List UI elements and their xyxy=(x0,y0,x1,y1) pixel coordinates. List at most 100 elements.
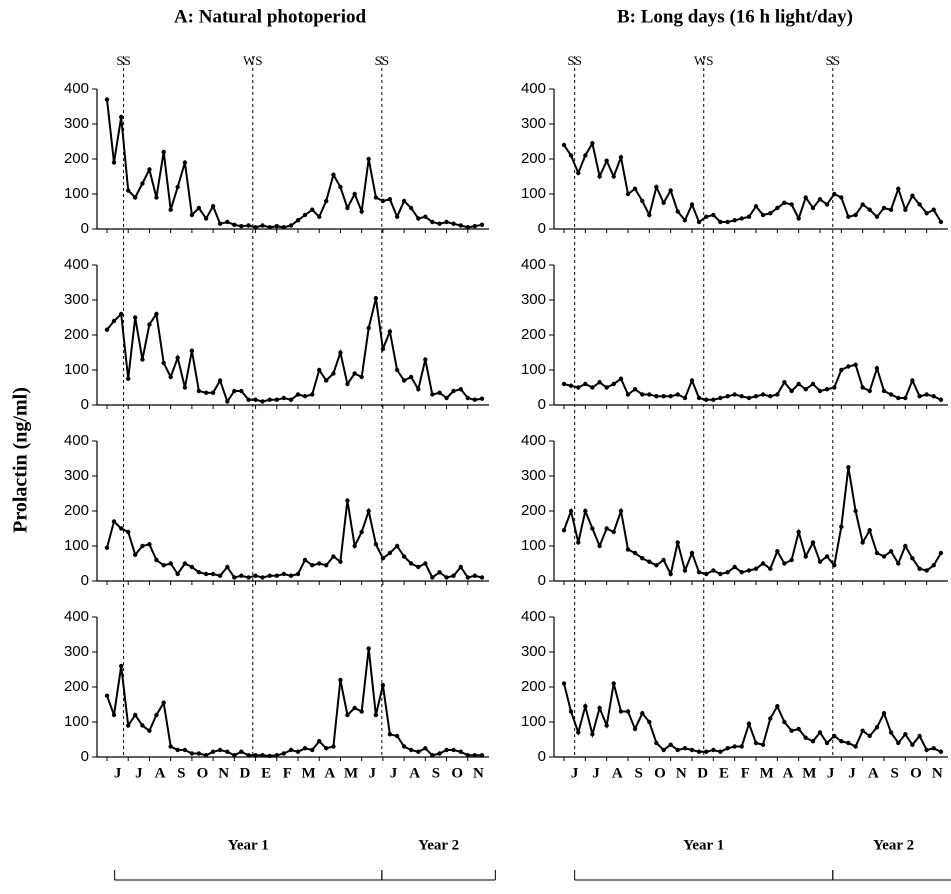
x-tick-label: N xyxy=(218,765,229,781)
year-label: Year 2 xyxy=(873,837,914,853)
data-point xyxy=(210,571,216,577)
data-point xyxy=(803,195,808,200)
data-line xyxy=(563,683,942,753)
data-point xyxy=(704,571,709,577)
data-point xyxy=(924,747,929,753)
data-point xyxy=(696,570,702,575)
data-point xyxy=(647,392,652,397)
data-point xyxy=(682,746,688,751)
data-point xyxy=(803,554,808,559)
data-point xyxy=(867,207,872,212)
data-point xyxy=(338,184,343,190)
data-point xyxy=(590,141,595,146)
y-tick-label: 0 xyxy=(81,572,89,589)
data-point xyxy=(775,392,780,397)
data-point xyxy=(597,543,602,549)
data-point xyxy=(618,376,624,381)
data-point xyxy=(267,573,272,578)
data-point xyxy=(732,392,737,397)
y-tick-label: 100 xyxy=(64,185,89,202)
data-point xyxy=(668,188,673,193)
data-point xyxy=(288,573,294,578)
data-point xyxy=(140,181,145,186)
data-point xyxy=(465,753,470,758)
data-point xyxy=(718,219,723,225)
data-point xyxy=(675,209,680,214)
data-point xyxy=(437,390,442,395)
data-point xyxy=(860,202,865,207)
data-point xyxy=(789,388,794,394)
data-point xyxy=(444,575,449,580)
data-point xyxy=(753,740,759,746)
data-point xyxy=(576,385,581,390)
data-point xyxy=(903,395,908,401)
data-point xyxy=(168,744,173,749)
x-tick-label: F xyxy=(741,765,750,781)
x-tick-label: J xyxy=(848,765,856,781)
y-tick-label: 400 xyxy=(521,256,546,273)
data-point xyxy=(568,383,574,388)
data-point xyxy=(931,394,936,399)
x-tick-label: E xyxy=(719,765,729,781)
x-tick-label: A xyxy=(612,765,623,781)
x-tick-label: J xyxy=(390,765,398,781)
data-point xyxy=(675,392,680,397)
data-point xyxy=(161,360,166,366)
y-tick-label: 400 xyxy=(521,432,546,449)
data-point xyxy=(274,573,279,578)
data-point xyxy=(352,705,357,711)
data-point xyxy=(675,540,680,545)
data-point xyxy=(225,399,230,404)
data-point xyxy=(640,556,645,561)
data-point xyxy=(437,751,442,756)
data-point xyxy=(345,205,350,211)
data-point xyxy=(479,753,485,758)
data-point xyxy=(203,571,209,577)
data-point xyxy=(408,747,414,753)
data-point xyxy=(739,216,744,221)
x-tick-label: S xyxy=(634,765,642,781)
data-point xyxy=(295,392,301,397)
data-point xyxy=(789,728,794,733)
data-point xyxy=(611,381,616,387)
data-point xyxy=(696,749,702,754)
data-point xyxy=(839,367,844,373)
data-point xyxy=(253,573,258,578)
y-tick-label: 400 xyxy=(521,80,546,97)
data-point xyxy=(423,357,428,362)
data-point xyxy=(472,397,477,402)
year-label: Year 2 xyxy=(418,837,459,853)
y-tick-label: 200 xyxy=(521,326,546,343)
data-point xyxy=(853,744,858,749)
data-point xyxy=(654,394,659,399)
data-point xyxy=(931,563,936,568)
data-point xyxy=(401,378,407,383)
data-point xyxy=(625,191,631,197)
data-point xyxy=(104,97,110,102)
data-point xyxy=(373,712,379,718)
data-point xyxy=(133,712,138,718)
data-point xyxy=(437,221,442,226)
y-tick-label: 400 xyxy=(64,432,89,449)
data-point xyxy=(583,704,588,709)
data-point xyxy=(810,739,816,744)
data-point xyxy=(394,214,400,219)
x-tick-label: A xyxy=(324,765,335,781)
data-point xyxy=(597,380,602,385)
data-point xyxy=(175,355,180,360)
data-point xyxy=(760,561,766,566)
data-point xyxy=(189,564,195,570)
data-point xyxy=(458,749,463,754)
data-point xyxy=(903,543,908,549)
season-label: SS xyxy=(567,53,581,68)
data-point xyxy=(625,547,631,552)
x-tick-label: A xyxy=(868,765,879,781)
data-point xyxy=(472,573,477,578)
data-point xyxy=(704,397,709,402)
data-point xyxy=(576,730,581,735)
data-point xyxy=(675,747,680,753)
data-point xyxy=(576,540,581,545)
data-point xyxy=(394,733,400,739)
data-point xyxy=(874,214,880,219)
